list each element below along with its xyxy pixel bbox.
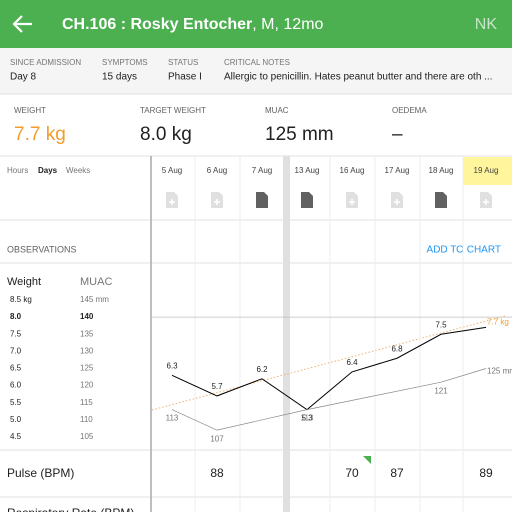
muac-value-label: 125 mm (487, 367, 512, 376)
pulse-value: 89 (479, 466, 493, 480)
range-tab[interactable]: Weeks (66, 166, 90, 175)
range-tab[interactable]: Hours (7, 166, 28, 175)
weight-value-label: 6.3 (166, 361, 178, 370)
date-label: 13 Aug (295, 166, 320, 175)
weight-tick-label: 6.5 (10, 364, 22, 373)
summary-value: Allergic to penicillin. Hates peanut but… (224, 72, 493, 83)
back-arrow (12, 15, 32, 33)
date-label: 18 Aug (429, 166, 454, 175)
weight-tick-label: 8.5 kg (10, 295, 32, 304)
weight-tick-label: 7.0 (10, 346, 22, 355)
weight-value-label: 5.7 (211, 382, 223, 391)
weight-label: Weight (7, 276, 41, 288)
date-label: 17 Aug (385, 166, 410, 175)
summary-label: SINCE ADMISSION (10, 58, 81, 67)
stat-label: MUAC (265, 106, 289, 115)
app-bar (0, 0, 512, 48)
muac-tick-label: 140 (80, 312, 94, 321)
add-to-chart[interactable]: ADD TO CHART (427, 245, 501, 256)
patient-name: CH.106 : Rosky Entocher (62, 16, 252, 33)
weight-tick-label: 4.5 (10, 432, 22, 441)
patient-title: CH.106 : Rosky Entocher, M, 12mo (62, 16, 324, 33)
weight-tick-label: 7.5 (10, 329, 22, 338)
stat-label: WEIGHT (14, 106, 46, 115)
muac-tick-label: 145 mm (80, 295, 109, 304)
summary-value: Phase I (168, 72, 202, 83)
muac-value-label: 113 (166, 414, 179, 423)
pulse-value: 88 (210, 466, 224, 480)
weight-value-label: 7.7 kg (487, 318, 509, 327)
add-icon (483, 199, 489, 205)
date-label: 5 Aug (162, 166, 182, 175)
stat-value: 7.7 kg (14, 124, 66, 145)
muac-tick-label: 110 (80, 415, 93, 424)
add-icon (169, 199, 175, 205)
user-initials[interactable]: NK (475, 16, 498, 33)
weight-tick-label: 8.0 (10, 312, 22, 321)
summary-label: CRITICAL NOTES (224, 58, 290, 67)
weight-value-label: 6.2 (256, 365, 268, 374)
muac-label: MUAC (80, 276, 112, 288)
row-label: Respiratory Rate (BPM) (7, 506, 134, 512)
note-indicator (363, 456, 371, 464)
summary-value: 15 days (102, 72, 137, 83)
weight-value-label: 5.3 (301, 414, 313, 423)
muac-tick-label: 135 (80, 329, 94, 338)
patient-details: , M, 12mo (252, 16, 323, 33)
date-gap (283, 156, 290, 512)
summary-label: SYMPTOMS (102, 58, 148, 67)
trend-line (151, 315, 506, 411)
muac-tick-label: 120 (80, 381, 94, 390)
stat-value: 125 mm (265, 124, 334, 145)
muac-tick-label: 130 (80, 346, 94, 355)
section-title: OBSERVATIONS (7, 244, 77, 254)
stat-label: OEDEMA (392, 106, 427, 115)
muac-value-label: 107 (210, 434, 224, 443)
date-label: 19 Aug (474, 166, 499, 175)
row-label: Pulse (BPM) (7, 466, 74, 480)
weight-tick-label: 5.5 (10, 398, 22, 407)
summary-value: Day 8 (10, 72, 37, 83)
weight-value-label: 7.5 (435, 320, 447, 329)
back-button[interactable] (12, 15, 32, 33)
weight-value-label: 6.4 (346, 358, 358, 367)
today-highlight (463, 157, 512, 185)
document-icon[interactable] (256, 192, 268, 208)
add-icon (349, 199, 355, 205)
pulse-value: 87 (390, 466, 404, 480)
muac-tick-label: 125 (80, 364, 94, 373)
stat-label: TARGET WEIGHT (140, 106, 206, 115)
weight-value-label: 6.8 (391, 344, 403, 353)
range-tab[interactable]: Days (38, 166, 58, 175)
date-label: 6 Aug (207, 166, 227, 175)
weight-tick-label: 5.0 (10, 415, 22, 424)
stat-value: 8.0 kg (140, 124, 192, 145)
stat-value: – (392, 124, 403, 145)
date-label: 16 Aug (340, 166, 365, 175)
add-icon (214, 199, 220, 205)
document-icon[interactable] (435, 192, 447, 208)
muac-value-label: 121 (434, 386, 448, 395)
muac-tick-label: 105 (80, 432, 94, 441)
pulse-value: 70 (345, 466, 359, 480)
weight-line (171, 326, 487, 411)
document-icon[interactable] (301, 192, 313, 208)
summary-strip (0, 48, 512, 94)
column-divider (150, 156, 152, 512)
add-icon (394, 199, 400, 205)
weight-tick-label: 6.0 (10, 381, 22, 390)
muac-line (171, 368, 487, 431)
muac-tick-label: 115 (80, 398, 93, 407)
date-label: 7 Aug (252, 166, 272, 175)
muac-value-label: 113 (301, 414, 314, 423)
summary-label: STATUS (168, 58, 198, 67)
